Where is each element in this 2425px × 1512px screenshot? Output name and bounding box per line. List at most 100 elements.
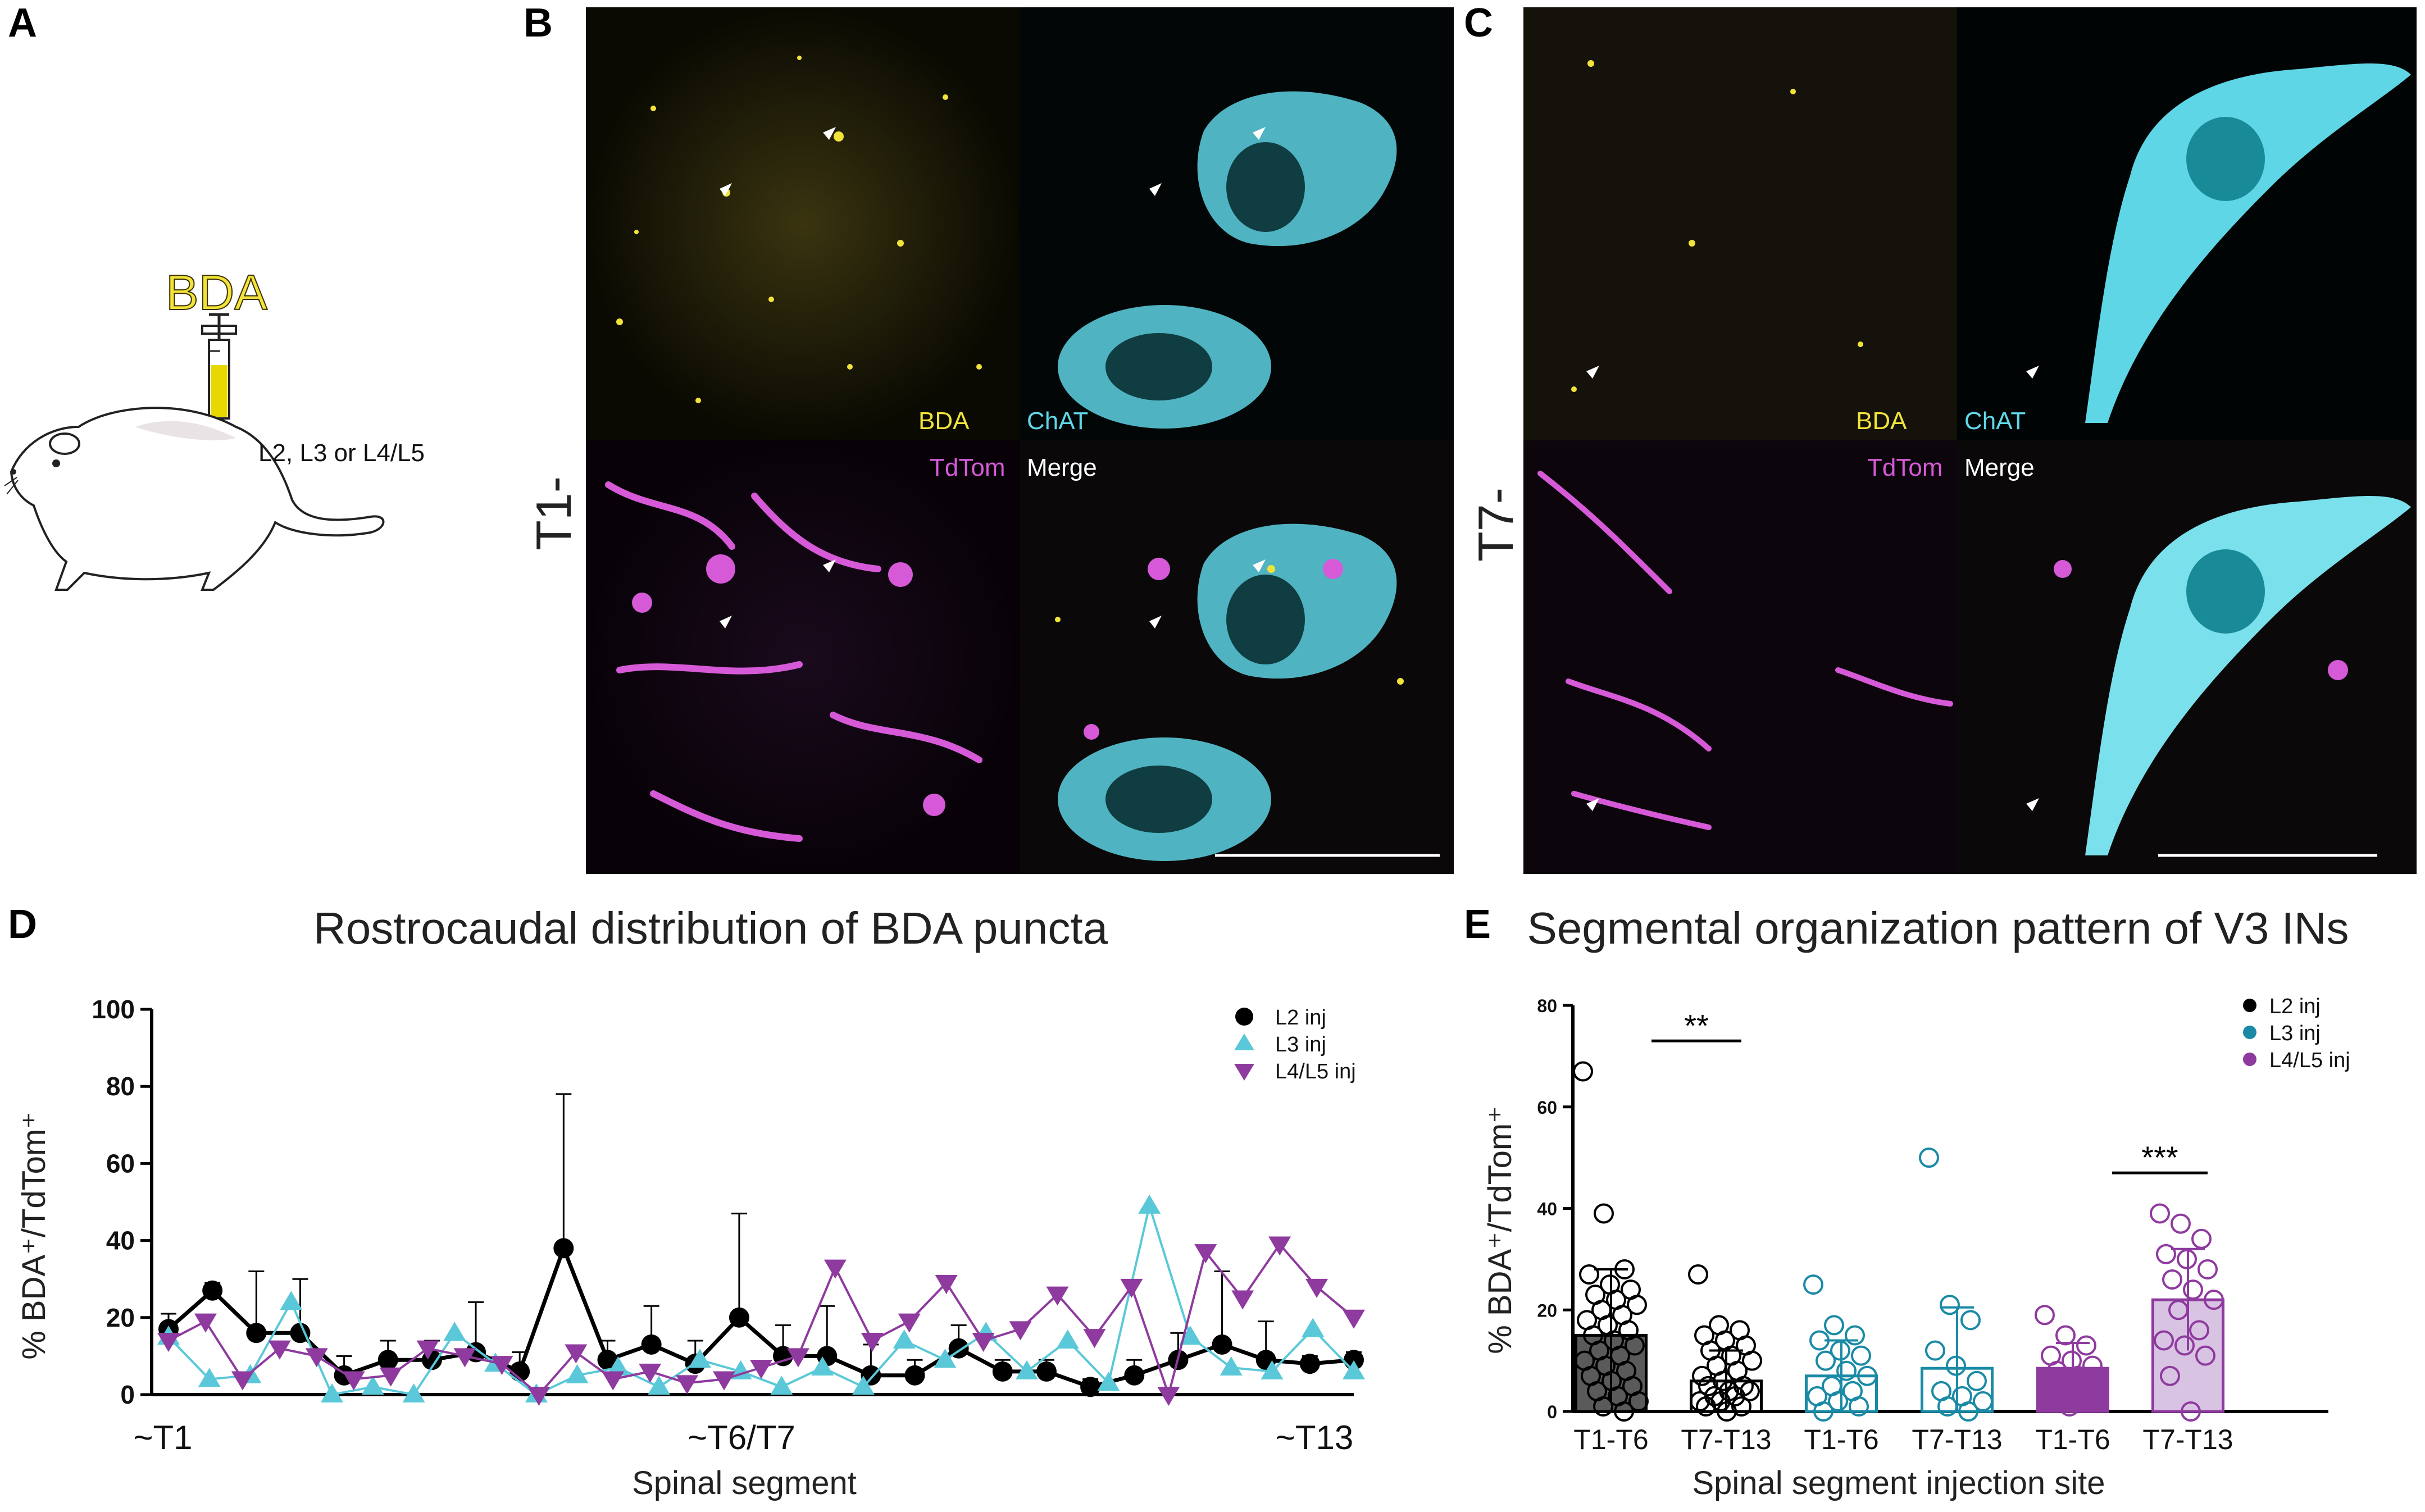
chart-e-point [1579, 1264, 1599, 1285]
chart-e-point [2154, 1330, 2174, 1351]
chart-d-point-l45 [898, 1313, 921, 1333]
chart-d-point-l2 [992, 1361, 1013, 1382]
chart-e-point [1836, 1360, 1857, 1381]
chart-d-point-l45 [1157, 1387, 1180, 1406]
chart-d-point-l45 [676, 1375, 699, 1395]
chart-e-point [1851, 1345, 1871, 1366]
chart-d-point-l3 [648, 1376, 671, 1395]
chart-d-point-l45 [1083, 1329, 1106, 1349]
chart-e-point [1816, 1350, 1836, 1371]
chart-d-point-l3 [852, 1376, 875, 1395]
chart-d-point-l3 [1015, 1360, 1038, 1379]
chart-d-point-l45 [1231, 1290, 1254, 1310]
chart-d-point-l45 [1305, 1278, 1328, 1298]
chart-d-point-l45 [1120, 1278, 1143, 1298]
chart-e-point [1849, 1396, 1869, 1417]
chart-e-point [2150, 1203, 2170, 1224]
chart-e-significance-label: *** [2141, 1140, 2178, 1175]
chart-e-point [2204, 1290, 2224, 1310]
chart-e-point [1809, 1330, 1830, 1351]
legend-label-e: L2 inj [2269, 995, 2321, 1018]
legend-label-e: L4/L5 inj [2269, 1049, 2350, 1072]
legend-marker-e [2243, 1053, 2256, 1066]
chart-e-xtick-label: T7-T13 [1681, 1424, 1771, 1455]
chart-d-ytick-label: 80 [106, 1072, 135, 1101]
chart-e-point [1725, 1386, 1745, 1406]
chart-d-point-l2 [246, 1323, 267, 1344]
chart-e-ytick-label: 20 [1537, 1300, 1557, 1320]
chart-d-xtick-label: ~T1 [133, 1419, 192, 1456]
chart-e-point [2189, 1320, 2209, 1341]
chart-d-point-l2 [773, 1346, 794, 1367]
chart-e-xtick-label: T7-T13 [2142, 1424, 2233, 1455]
channel-label-bda-b: BDA [918, 407, 970, 435]
chart-d-point-l2 [597, 1350, 618, 1370]
chart-d-point-l2 [641, 1334, 662, 1355]
chart-d-point-l3 [934, 1349, 957, 1368]
chart-e-point [2160, 1365, 2180, 1386]
chart-e-point [1857, 1365, 1877, 1386]
chart-e-ylabel: % BDA⁺/TdTom⁺ [1482, 1106, 1518, 1354]
chart-e-point [2174, 1335, 2195, 1356]
chart-e-point [1688, 1264, 1708, 1285]
chart-d-xlabel: Spinal segment [632, 1465, 857, 1501]
chart-d-point-l3 [1343, 1360, 1365, 1379]
chart-d-point-l45 [1268, 1236, 1291, 1256]
chart-d-ytick-label: 60 [106, 1149, 135, 1178]
chart-e-point [2183, 1279, 2203, 1300]
chart-e-xtick-label: T1-T6 [1804, 1424, 1878, 1455]
chart-e-point [2191, 1228, 2212, 1249]
chart-d-point-l2 [729, 1307, 749, 1328]
chart-e-point [1830, 1340, 1850, 1361]
chart-e-point [2171, 1213, 2191, 1234]
chart-e-point [1946, 1355, 1966, 1376]
panel-label-d: D [8, 902, 37, 947]
chart-e-point [1713, 1370, 1733, 1391]
chart-e-point [2181, 1401, 2201, 1422]
chart-d-ylabel: % BDA⁺/TdTom⁺ [16, 1112, 52, 1360]
chart-e-point [1731, 1396, 1751, 1417]
chart-d-point-l45 [194, 1313, 217, 1333]
chart-e-point [1717, 1401, 1737, 1422]
chart-d-point-l45 [602, 1371, 625, 1391]
chart-e-point [1828, 1391, 1848, 1411]
chart-e-point [1710, 1391, 1731, 1411]
chart-d-title: Rostrocaudal distribution of BDA puncta [313, 903, 1108, 953]
chart-d-point-l3 [688, 1349, 711, 1368]
chart-e-point [1625, 1335, 1645, 1356]
chart-d-point-l3 [1220, 1356, 1243, 1376]
micrograph-grid-b: BDA ChAT TdTom Merge [586, 7, 1454, 874]
legend-label-d: L4/L5 inj [1275, 1060, 1356, 1083]
chart-d-point-l45 [305, 1348, 328, 1368]
chart-d-point-l45 [490, 1356, 513, 1376]
chart-e-xlabel: Spinal segment injection site [1692, 1465, 2105, 1501]
chart-d-point-l45 [565, 1344, 588, 1364]
channel-label-merge-c: Merge [1964, 454, 2035, 481]
chart-e-xtick-label: T1-T6 [2035, 1424, 2110, 1455]
chart-d-point-l2 [904, 1365, 925, 1386]
chart-e-ytick-label: 80 [1537, 996, 1557, 1016]
chart-e-point [1698, 1376, 1718, 1396]
chart-d-ytick-label: 0 [120, 1380, 135, 1409]
legend-marker-e [2243, 1026, 2256, 1039]
chart-d-point-l45 [786, 1348, 809, 1368]
chart-d-point-l45 [1343, 1309, 1365, 1329]
chart-e-point [2195, 1345, 2215, 1366]
chart-d-point-l3 [402, 1383, 425, 1402]
chart-e-point [1967, 1370, 1987, 1391]
chart-d-point-l2 [1212, 1334, 1232, 1355]
chart-e-point [2177, 1249, 2197, 1269]
chart-d-point-l3 [607, 1356, 630, 1376]
chart-d-point-l3 [1097, 1372, 1120, 1391]
chart-e-point [1594, 1203, 1614, 1224]
chart-e-point [2156, 1244, 2176, 1264]
chart-e-point [2162, 1269, 2182, 1290]
chart-e-point [1696, 1396, 1716, 1417]
chart-e-point [1742, 1350, 1762, 1371]
chart-e-ytick-label: 40 [1537, 1199, 1557, 1219]
chart-e-point [1973, 1391, 1993, 1411]
chart-d-point-l3 [811, 1356, 834, 1376]
chart-d-ytick-label: 40 [106, 1226, 135, 1255]
chart-e-ytick-label: 0 [1547, 1402, 1557, 1422]
chart-e-point [1813, 1401, 1833, 1422]
